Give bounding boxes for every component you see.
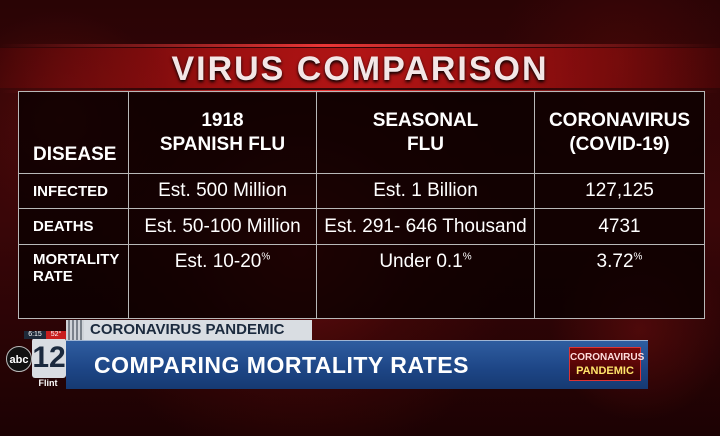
row-label-mortality-line1: MORTALITY [33, 251, 120, 268]
graphic-title: VIRUS COMPARISON [171, 50, 549, 88]
cell-mortality-covid: 3.72% [534, 244, 705, 319]
header-seasonal-flu-line2: FLU [407, 133, 444, 155]
header-coronavirus-line1: CORONAVIRUS [548, 109, 691, 131]
title-band [0, 48, 720, 88]
header-spanish-flu: 1918 SPANISH FLU [128, 91, 317, 174]
header-disease: DISEASE [18, 91, 129, 174]
pandemic-badge: CORONAVIRUS PANDEMIC [569, 347, 645, 381]
header-coronavirus: CORONAVIRUS (COVID-19) [534, 91, 705, 174]
row-label-mortality-line2: RATE [33, 268, 73, 285]
lower-third-stripes [66, 320, 84, 340]
cell-infected-spanish: Est. 500 Million [128, 173, 317, 209]
cell-mortality-spanish-unit: % [261, 251, 271, 263]
header-seasonal-flu-line1: SEASONAL [372, 109, 479, 131]
cell-mortality-covid-unit: % [633, 251, 643, 263]
time-readout: 6:15 [24, 331, 46, 339]
cell-mortality-seasonal-value: Under 0.1 [379, 251, 463, 272]
badge-line2: PANDEMIC [576, 365, 634, 377]
lower-third-topic: CORONAVIRUS PANDEMIC [84, 320, 312, 340]
header-spanish-flu-line1: 1918 [201, 109, 244, 131]
header-seasonal-flu: SEASONAL FLU [316, 91, 535, 174]
cell-infected-covid: 127,125 [534, 173, 705, 209]
cell-mortality-covid-value: 3.72 [596, 251, 634, 272]
table-row: DEATHS Est. 50-100 Million Est. 291- 646… [18, 208, 705, 245]
temperature-readout: 52° [46, 331, 66, 339]
cell-mortality-spanish-value: Est. 10-20 [174, 251, 262, 272]
table-row: INFECTED Est. 500 Million Est. 1 Billion… [18, 173, 705, 209]
station-city: Flint [38, 378, 58, 388]
header-spanish-flu-line2: SPANISH FLU [159, 133, 286, 155]
cell-mortality-spanish: Est. 10-20% [128, 244, 317, 319]
abc-logo: abc [6, 346, 32, 372]
cell-deaths-spanish: Est. 50-100 Million [128, 208, 317, 245]
comparison-table: DISEASE 1918 SPANISH FLU SEASONAL FLU CO… [18, 91, 705, 319]
row-label-deaths: DEATHS [18, 208, 129, 245]
badge-line1: CORONAVIRUS [570, 352, 645, 363]
cell-mortality-seasonal-unit: % [462, 251, 472, 263]
cell-infected-seasonal: Est. 1 Billion [316, 173, 535, 209]
lower-third-bar [66, 340, 648, 389]
table-header-row: DISEASE 1918 SPANISH FLU SEASONAL FLU CO… [18, 91, 705, 174]
table-row: MORTALITY RATE Est. 10-20% Under 0.1% 3.… [18, 244, 705, 319]
lower-third-headline: COMPARING MORTALITY RATES [94, 352, 469, 378]
row-label-infected: INFECTED [18, 173, 129, 209]
light-streak-top [0, 44, 720, 47]
cell-deaths-covid: 4731 [534, 208, 705, 245]
row-label-mortality: MORTALITY RATE [18, 244, 129, 319]
cell-mortality-seasonal: Under 0.1% [316, 244, 535, 319]
cell-deaths-seasonal: Est. 291- 646 Thousand [316, 208, 535, 245]
station-logo-number: 12 [32, 338, 66, 378]
header-coronavirus-line2: (COVID-19) [569, 133, 670, 155]
